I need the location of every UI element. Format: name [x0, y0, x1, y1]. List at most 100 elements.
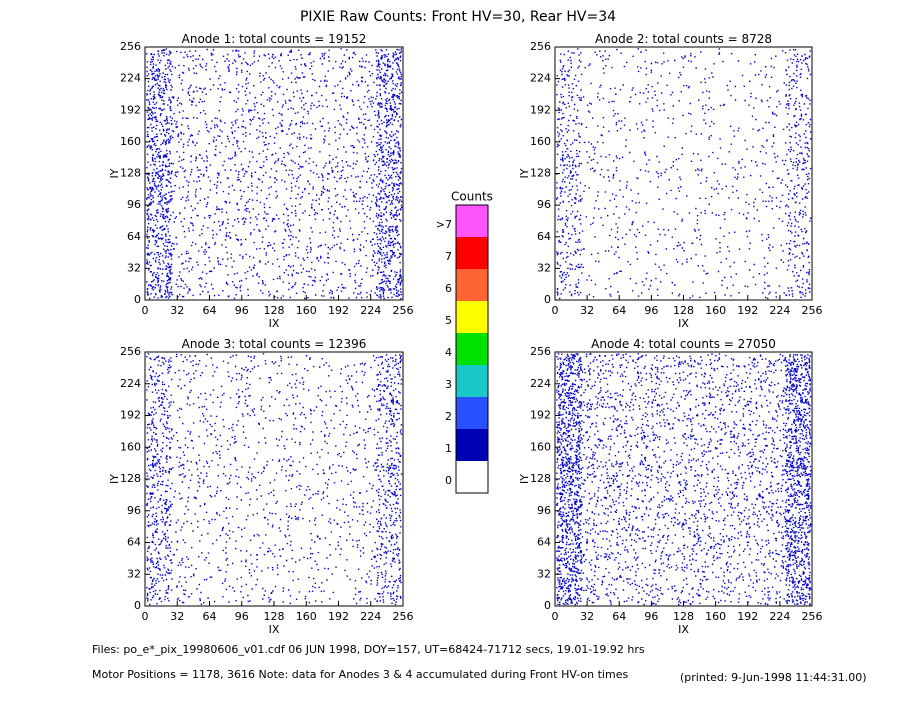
main-title: PIXIE Raw Counts: Front HV=30, Rear HV=3…	[300, 9, 616, 25]
total-counts: 19152	[328, 32, 366, 46]
x-tick-label: 96	[235, 304, 249, 317]
y-tick-label: 64	[537, 230, 551, 243]
x-tick-label: 192	[737, 610, 758, 623]
y-tick-label: 160	[530, 440, 551, 453]
x-tick-label: 224	[769, 304, 790, 317]
color-swatch	[456, 237, 488, 269]
colorbar-label: >7	[436, 218, 452, 231]
x-tick-label: 256	[802, 304, 823, 317]
x-axis-label: IX	[678, 623, 689, 636]
x-tick-label: 224	[769, 610, 790, 623]
y-tick-label: 0	[134, 293, 141, 306]
x-tick-label: 224	[360, 610, 381, 623]
footer-printed: (printed: 9-Jun-1998 11:44:31.00)	[680, 671, 867, 684]
color-swatch	[456, 205, 488, 237]
colorbar-label: 2	[445, 410, 452, 423]
x-tick-label: 96	[644, 610, 658, 623]
x-tick-label: 0	[142, 610, 149, 623]
y-tick-label: 64	[127, 536, 141, 549]
x-tick-label: 192	[328, 304, 349, 317]
y-tick-label: 0	[544, 293, 551, 306]
x-tick-label: 160	[705, 304, 726, 317]
x-tick-label: 32	[580, 610, 594, 623]
x-tick-label: 128	[264, 304, 285, 317]
x-tick-label: 64	[612, 610, 626, 623]
y-tick-label: 160	[120, 440, 141, 453]
y-tick-label: 192	[120, 103, 141, 116]
x-tick-label: 224	[360, 304, 381, 317]
y-tick-label: 224	[120, 377, 141, 390]
x-tick-label: 0	[142, 304, 149, 317]
colorbar-label: 1	[445, 442, 452, 455]
count-pixels	[146, 48, 403, 300]
x-axis-label: IX	[269, 317, 280, 330]
total-counts: 8728	[741, 32, 772, 46]
y-tick-label: 128	[530, 472, 551, 485]
panel-title-text: Anode 4: total counts =	[591, 337, 734, 351]
count-pixels	[146, 353, 403, 606]
y-axis-label: IY	[518, 474, 531, 484]
colorbar-label: 7	[445, 250, 452, 263]
panel-title-text: Anode 2: total counts =	[595, 32, 738, 46]
color-swatch	[456, 301, 488, 333]
y-tick-label: 96	[127, 504, 141, 517]
y-tick-label: 192	[530, 409, 551, 422]
x-tick-label: 128	[673, 304, 694, 317]
total-counts: 27050	[738, 337, 776, 351]
y-axis-label: IY	[108, 168, 121, 178]
y-tick-label: 0	[544, 599, 551, 612]
y-tick-label: 96	[537, 198, 551, 211]
y-tick-label: 32	[537, 261, 551, 274]
x-axis-label: IX	[269, 623, 280, 636]
color-swatch	[456, 365, 488, 397]
panel-title-text: Anode 3: total counts =	[182, 337, 325, 351]
x-tick-label: 128	[673, 610, 694, 623]
y-axis-label: IY	[518, 168, 531, 178]
y-tick-label: 192	[530, 103, 551, 116]
y-tick-label: 224	[530, 72, 551, 85]
x-tick-label: 64	[203, 610, 217, 623]
color-swatch	[456, 269, 488, 301]
y-tick-label: 128	[530, 167, 551, 180]
total-counts: 12396	[328, 337, 366, 351]
x-tick-label: 256	[393, 610, 414, 623]
x-tick-label: 32	[580, 304, 594, 317]
plot-frame	[554, 46, 813, 301]
x-tick-label: 96	[644, 304, 658, 317]
count-pixels	[556, 353, 812, 606]
x-tick-label: 64	[612, 304, 626, 317]
color-swatch	[456, 397, 488, 429]
y-tick-label: 32	[127, 567, 141, 580]
y-tick-label: 160	[530, 135, 551, 148]
y-tick-label: 256	[530, 345, 551, 358]
y-tick-label: 256	[120, 345, 141, 358]
panel-title: Anode 3: total counts = 12396	[182, 337, 367, 351]
x-tick-label: 160	[296, 610, 317, 623]
color-swatch	[456, 429, 488, 461]
plot-frame	[144, 351, 404, 607]
y-tick-label: 64	[127, 230, 141, 243]
x-tick-label: 256	[802, 610, 823, 623]
panel-title: Anode 4: total counts = 27050	[591, 337, 776, 351]
y-tick-label: 32	[537, 567, 551, 580]
y-tick-label: 128	[120, 167, 141, 180]
x-tick-label: 192	[737, 304, 758, 317]
x-tick-label: 128	[264, 610, 285, 623]
y-tick-label: 256	[120, 40, 141, 53]
y-tick-label: 64	[537, 536, 551, 549]
colorbar-title: Counts	[451, 190, 493, 204]
x-tick-label: 64	[203, 304, 217, 317]
panel-title: Anode 1: total counts = 19152	[182, 32, 367, 46]
panel-title: Anode 2: total counts = 8728	[595, 32, 772, 46]
color-swatch	[456, 461, 488, 493]
x-tick-label: 256	[393, 304, 414, 317]
y-tick-label: 96	[127, 198, 141, 211]
x-tick-label: 32	[170, 610, 184, 623]
colorbar-label: 5	[445, 314, 452, 327]
x-tick-label: 160	[705, 610, 726, 623]
y-tick-label: 128	[120, 472, 141, 485]
panel-title-text: Anode 1: total counts =	[182, 32, 325, 46]
count-pixels	[556, 48, 812, 300]
colorbar-label: 3	[445, 378, 452, 391]
y-tick-label: 32	[127, 261, 141, 274]
